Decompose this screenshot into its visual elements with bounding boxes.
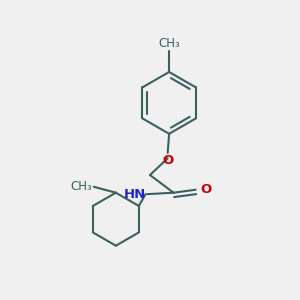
Text: HN: HN [123,188,146,201]
Text: O: O [162,154,173,167]
Text: O: O [200,183,211,196]
Text: CH₃: CH₃ [158,37,180,50]
Text: CH₃: CH₃ [70,180,92,193]
